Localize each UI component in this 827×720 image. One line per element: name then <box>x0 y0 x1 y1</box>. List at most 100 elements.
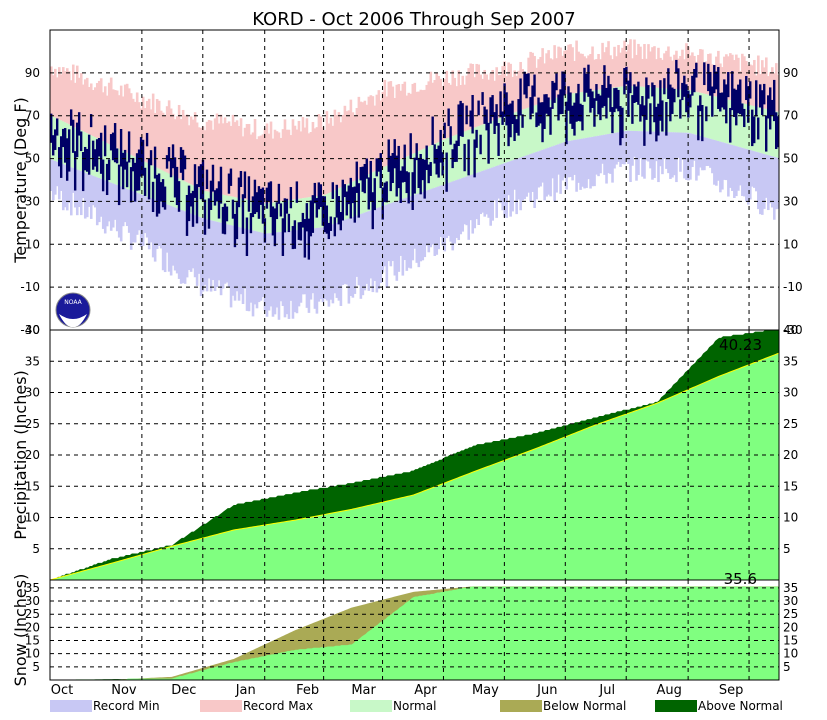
record-min-bar <box>581 138 584 187</box>
record-min-bar <box>193 215 197 278</box>
observed-temp-bar <box>149 150 153 166</box>
observed-temp-bar <box>99 132 103 174</box>
observed-temp-bar <box>87 134 91 175</box>
observed-temp-bar <box>339 212 342 231</box>
record-min-bar <box>673 132 676 176</box>
record-max-bar <box>121 96 125 151</box>
record-min-bar <box>55 161 59 187</box>
observed-temp-bar <box>697 105 700 141</box>
normal-range-bar <box>637 86 640 132</box>
observed-temp-bar <box>233 213 237 248</box>
observed-temp-bar <box>569 92 572 124</box>
observed-temp-bar <box>127 131 131 163</box>
observed-temp-bar <box>677 68 680 98</box>
observed-temp-bar <box>187 185 191 222</box>
record-min-bar <box>163 203 167 273</box>
observed-temp-bar <box>645 77 648 120</box>
observed-temp-bar <box>683 75 686 97</box>
record-max-bar <box>487 79 490 123</box>
record-max-bar <box>313 128 317 197</box>
record-max-bar <box>323 130 327 195</box>
y-tick-label-left: 10 <box>25 511 40 525</box>
normal-range-bar <box>459 133 463 179</box>
observed-temp-bar <box>361 166 364 192</box>
y-tick-label-right: 20 <box>783 620 798 634</box>
observed-temp-bar <box>559 89 562 115</box>
record-max-bar <box>679 56 682 90</box>
legend-swatch <box>655 700 697 712</box>
observed-temp-bar <box>271 206 275 236</box>
record-max-bar <box>597 53 600 90</box>
normal-range-bar <box>359 178 363 215</box>
record-min-bar <box>583 138 586 189</box>
legend-item: Record Max <box>200 699 313 713</box>
y-tick-label-right: -30 <box>783 323 803 337</box>
record-min-bar <box>261 232 265 298</box>
record-max-bar <box>95 83 99 139</box>
record-min-bar <box>383 205 387 267</box>
record-min-bar <box>657 131 660 183</box>
record-max-bar <box>237 126 241 198</box>
normal-range-bar <box>307 197 311 229</box>
observed-temp-bar <box>309 200 313 237</box>
record-min-bar <box>305 229 309 308</box>
observed-temp-bar <box>769 87 772 130</box>
record-min-bar <box>363 212 367 291</box>
record-max-bar <box>365 104 369 176</box>
observed-temp-bar <box>633 84 636 103</box>
record-max-bar <box>445 70 449 139</box>
y-tick-label-right: 30 <box>783 194 798 208</box>
record-max-bar <box>249 134 253 201</box>
record-min-bar <box>77 170 81 208</box>
observed-temp-bar <box>237 177 241 208</box>
record-max-bar <box>685 43 688 90</box>
noaa-logo: NOAA <box>55 292 91 328</box>
normal-range-bar <box>603 88 606 135</box>
observed-temp-bar <box>679 99 682 119</box>
observed-temp-bar <box>595 84 598 101</box>
record-max-bar <box>595 59 598 91</box>
record-max-bar <box>137 102 141 159</box>
total-annotation: 40.23 <box>719 336 762 354</box>
record-min-bar <box>97 177 101 223</box>
record-min-bar <box>199 217 203 297</box>
y-tick-label-left: 70 <box>25 109 40 123</box>
normal-range-bar <box>557 97 560 145</box>
normal-range-bar <box>489 121 492 169</box>
record-max-bar <box>305 118 309 198</box>
record-max-bar <box>559 47 562 97</box>
record-max-bar <box>359 101 363 179</box>
normal-range-bar <box>89 135 93 175</box>
observed-temp-bar <box>449 126 452 145</box>
record-min-bar <box>367 211 371 291</box>
observed-temp-bar <box>269 181 273 218</box>
observed-temp-bar <box>129 167 133 203</box>
observed-temp-bar <box>387 139 390 172</box>
record-max-bar <box>203 130 207 191</box>
record-max-bar <box>83 79 87 133</box>
record-min-bar <box>345 219 349 285</box>
normal-range-bar <box>739 102 742 148</box>
legend-label: Record Max <box>243 699 313 713</box>
record-max-bar <box>301 117 305 199</box>
record-min-bar <box>181 210 185 284</box>
observed-temp-bar <box>381 187 384 220</box>
normal-range-bar <box>431 144 435 189</box>
record-min-bar <box>129 190 133 250</box>
record-max-bar <box>79 73 83 131</box>
record-min-bar <box>371 209 375 293</box>
record-max-bar <box>443 78 447 140</box>
record-min-bar <box>489 168 492 226</box>
legend-swatch <box>50 700 92 712</box>
record-min-bar <box>491 167 494 221</box>
record-min-bar <box>115 184 119 232</box>
record-max-bar <box>333 109 337 191</box>
legend-swatch <box>500 700 542 712</box>
normal-range-bar <box>247 200 251 230</box>
record-max-bar <box>575 40 578 93</box>
y-tick-label-right: 30 <box>783 386 798 400</box>
observed-temp-bar <box>231 199 235 219</box>
observed-temp-bar <box>69 109 73 126</box>
record-max-bar <box>283 119 287 201</box>
observed-temp-bar <box>481 92 484 105</box>
